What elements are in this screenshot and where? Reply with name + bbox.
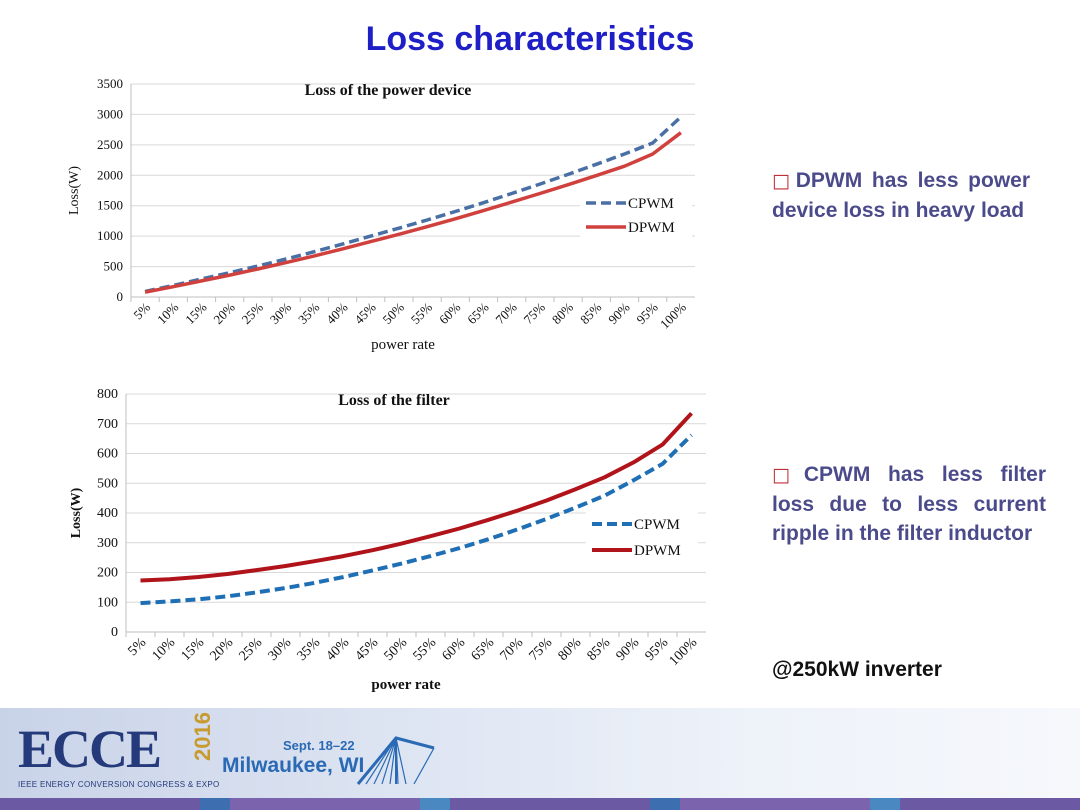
x-axis-label: power rate bbox=[371, 677, 441, 693]
legend-box bbox=[586, 511, 698, 563]
y-tick-label: 1500 bbox=[97, 198, 123, 213]
y-axis-label: Loss(W) bbox=[69, 487, 84, 538]
x-tick-label: 55% bbox=[408, 299, 436, 327]
y-tick-label: 500 bbox=[104, 259, 124, 274]
y-tick-label: 3500 bbox=[97, 76, 123, 91]
x-tick-label: 75% bbox=[521, 299, 549, 327]
x-tick-label: 35% bbox=[295, 299, 323, 327]
bridge-icon bbox=[356, 736, 435, 785]
x-tick-label: 65% bbox=[464, 299, 492, 327]
x-tick-label: 70% bbox=[498, 635, 527, 664]
x-tick-label: 10% bbox=[150, 635, 179, 664]
x-tick-label: 55% bbox=[411, 635, 440, 664]
ecce-year: 2016 bbox=[190, 712, 215, 761]
legend-label: DPWM bbox=[634, 543, 681, 559]
y-tick-label: 0 bbox=[117, 289, 124, 304]
chart-title: Loss of the power device bbox=[305, 82, 472, 99]
x-tick-label: 25% bbox=[239, 299, 267, 327]
x-tick-label: 60% bbox=[436, 299, 464, 327]
x-tick-label: 50% bbox=[380, 299, 408, 327]
y-tick-label: 600 bbox=[97, 447, 118, 462]
x-tick-label: 40% bbox=[324, 635, 353, 664]
x-tick-label: 45% bbox=[353, 635, 382, 664]
x-tick-label: 90% bbox=[614, 635, 643, 664]
x-tick-label: 75% bbox=[527, 635, 556, 664]
y-tick-label: 800 bbox=[97, 387, 118, 402]
x-tick-label: 40% bbox=[323, 299, 351, 327]
x-tick-label: 65% bbox=[469, 635, 498, 664]
x-tick-label: 5% bbox=[130, 299, 153, 322]
legend-label: CPWM bbox=[628, 196, 674, 212]
x-tick-label: 85% bbox=[577, 299, 605, 327]
footer-stripe bbox=[0, 798, 1080, 810]
series-line-dpwm bbox=[140, 411, 693, 583]
y-tick-label: 400 bbox=[97, 506, 118, 521]
bullet-text: CPWM has less filter loss due to less cu… bbox=[772, 463, 1046, 545]
y-axis-label: Loss(W) bbox=[67, 166, 82, 215]
y-tick-label: 300 bbox=[97, 536, 118, 551]
x-tick-label: 90% bbox=[605, 299, 633, 327]
bullet-box-icon: □ bbox=[772, 170, 794, 192]
y-tick-label: 1000 bbox=[97, 228, 123, 243]
x-tick-label: 60% bbox=[440, 635, 469, 664]
y-tick-label: 700 bbox=[97, 417, 118, 432]
series-line-cpwm bbox=[144, 115, 683, 294]
y-tick-label: 500 bbox=[97, 476, 118, 491]
power-device-loss-chart: 0 500 1000 1500 2000 2500 3000 3500 5% 10% 15% 20% 2… bbox=[67, 76, 695, 353]
x-tick-label: 10% bbox=[154, 299, 182, 327]
y-tick-label: 2000 bbox=[97, 167, 123, 182]
conference-city: Milwaukee, WI bbox=[222, 754, 365, 777]
conference-dates: Sept. 18–22 bbox=[283, 738, 355, 753]
legend-label: DPWM bbox=[628, 220, 675, 236]
x-tick-label: 30% bbox=[266, 635, 295, 664]
x-tick-label: 15% bbox=[182, 299, 210, 327]
x-tick-label: 85% bbox=[585, 635, 614, 664]
x-tick-label: 35% bbox=[295, 635, 324, 664]
footer-banner: ECCE 2016 IEEE ENERGY CONVERSION CONGRES… bbox=[0, 708, 1080, 810]
x-tick-label: 80% bbox=[556, 635, 585, 664]
x-tick-label: 15% bbox=[179, 635, 208, 664]
x-tick-label: 70% bbox=[492, 299, 520, 327]
legend-box bbox=[580, 190, 692, 238]
y-tick-label: 0 bbox=[111, 625, 118, 640]
x-tick-label: 30% bbox=[267, 299, 295, 327]
y-tick-label: 3000 bbox=[97, 106, 123, 121]
slide-title: Loss characteristics bbox=[365, 20, 695, 58]
legend-label: CPWM bbox=[634, 517, 680, 533]
x-tick-label: 100% bbox=[657, 299, 689, 331]
bullet-cpwm: □CPWM has less filter loss due to less c… bbox=[772, 460, 1046, 548]
ecce-logo: ECCE bbox=[18, 719, 162, 779]
y-tick-label: 2500 bbox=[97, 137, 123, 152]
x-tick-label: 20% bbox=[210, 299, 238, 327]
series-line-cpwm bbox=[140, 433, 693, 606]
x-axis-label: power rate bbox=[371, 337, 435, 353]
x-tick-label: 100% bbox=[667, 635, 701, 669]
x-tick-label: 25% bbox=[237, 635, 266, 664]
x-tick-label: 20% bbox=[208, 635, 237, 664]
series-line-dpwm bbox=[144, 131, 682, 294]
bullet-box-icon: □ bbox=[772, 464, 802, 486]
ecce-subtitle: IEEE ENERGY CONVERSION CONGRESS & EXPO bbox=[18, 780, 220, 789]
x-tick-label: 95% bbox=[633, 299, 661, 327]
x-tick-label: 50% bbox=[382, 635, 411, 664]
y-tick-label: 200 bbox=[97, 566, 118, 581]
x-tick-label: 45% bbox=[351, 299, 379, 327]
y-tick-label: 100 bbox=[97, 595, 118, 610]
x-tick-label: 80% bbox=[549, 299, 577, 327]
x-tick-label: 5% bbox=[126, 635, 150, 659]
chart-title: Loss of the filter bbox=[338, 392, 450, 409]
bullet-dpwm: □DPWM has less power device loss in heav… bbox=[772, 166, 1030, 225]
inverter-note: @250kW inverter bbox=[772, 658, 942, 681]
bullet-text: DPWM has less power device loss in heavy… bbox=[772, 169, 1031, 222]
